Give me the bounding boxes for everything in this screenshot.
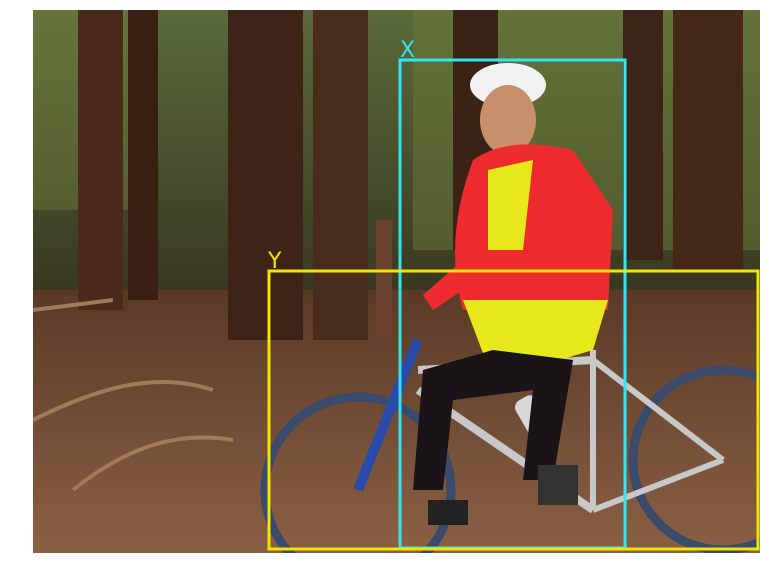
tree-trunks xyxy=(78,10,743,340)
shoe-front xyxy=(428,500,468,525)
front-wheel xyxy=(260,392,456,553)
box-y-frame xyxy=(267,269,760,551)
forest-cyclist-photo xyxy=(33,10,760,553)
box-y-label: Y xyxy=(267,249,282,274)
box-x-label: X xyxy=(400,38,415,63)
trail-sign-post xyxy=(376,220,392,340)
shoe-rear xyxy=(538,465,578,505)
head xyxy=(480,85,536,155)
fallen-branches xyxy=(33,298,234,492)
leg-tights xyxy=(413,350,573,490)
jersey-yellow-panel xyxy=(488,160,533,250)
box-x-frame xyxy=(398,58,627,550)
cyclist xyxy=(413,63,613,525)
